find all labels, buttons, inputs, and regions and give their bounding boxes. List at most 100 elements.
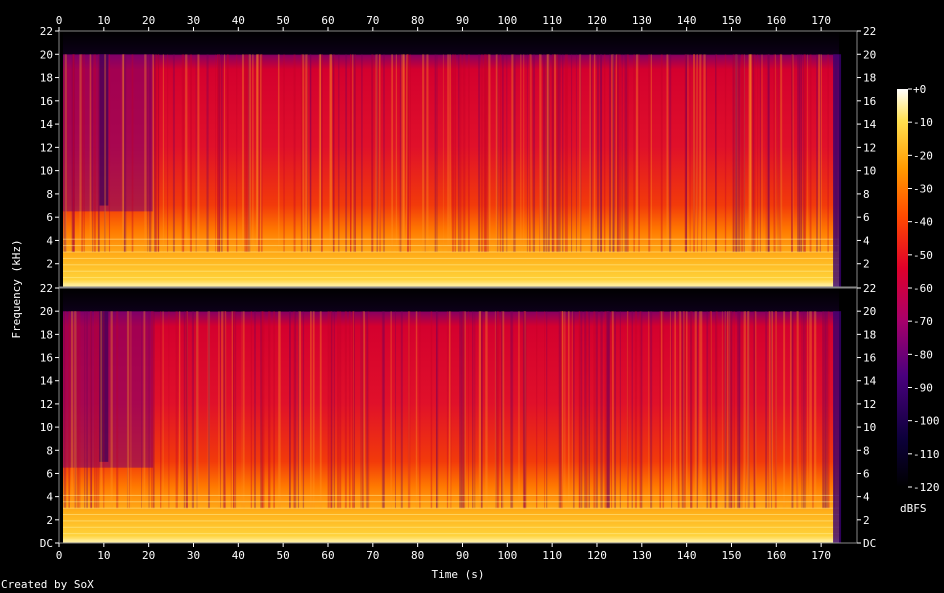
texture-stripe: [529, 54, 532, 253]
texture-stripe: [116, 311, 119, 509]
texture-stripe: [64, 54, 67, 253]
texture-stripe: [108, 54, 111, 253]
y-tick-label: 4: [46, 491, 53, 504]
texture-stripe: [77, 311, 79, 509]
texture-stripe: [539, 54, 542, 253]
x-tick-label: 60: [321, 14, 334, 27]
harmonic-line: [63, 238, 840, 240]
y-tick-label: 20: [40, 305, 53, 318]
texture-stripe: [791, 54, 793, 253]
texture-stripe: [168, 311, 170, 509]
texture-stripe: [407, 311, 411, 509]
texture-stripe: [63, 54, 66, 253]
texture-stripe: [371, 54, 373, 253]
texture-stripe: [123, 54, 127, 253]
texture-stripe: [545, 54, 548, 253]
x-tick-label: 50: [277, 549, 290, 562]
texture-stripe: [741, 311, 743, 509]
texture-stripe: [144, 54, 147, 253]
texture-stripe: [741, 54, 744, 253]
texture-stripe: [155, 54, 157, 253]
texture-stripe: [612, 54, 615, 253]
intro-dark-band: [99, 54, 109, 206]
texture-stripe: [233, 311, 234, 509]
texture-stripe: [149, 54, 152, 253]
texture-stripe: [435, 311, 437, 509]
y-tick-label: 22: [863, 282, 876, 295]
texture-stripe: [796, 311, 799, 509]
texture-stripe: [81, 54, 84, 253]
texture-stripe: [350, 54, 352, 253]
texture-stripe: [724, 311, 726, 509]
texture-stripe: [183, 311, 186, 509]
x-tick-label: 30: [187, 14, 200, 27]
harmonic-line: [63, 245, 840, 247]
texture-stripe: [319, 311, 322, 509]
texture-stripe: [524, 311, 525, 509]
texture-stripe: [501, 54, 504, 253]
colorbar-label: dBFS: [900, 502, 927, 515]
harmonic-line: [63, 514, 840, 516]
texture-stripe: [627, 54, 629, 253]
texture-stripe: [730, 311, 733, 509]
y-tick-label: 10: [40, 165, 53, 178]
spectrogram-panel-channel-1: [58, 30, 858, 288]
texture-stripe: [196, 311, 199, 509]
texture-stripe: [235, 311, 237, 509]
texture-stripe: [580, 54, 582, 253]
texture-stripe: [561, 311, 564, 509]
texture-stripe: [607, 311, 610, 509]
texture-stripe: [600, 54, 603, 253]
texture-stripe: [524, 311, 527, 509]
texture-stripe: [552, 54, 554, 253]
texture-stripe: [640, 311, 643, 509]
texture-stripe: [631, 311, 633, 509]
texture-stripe: [684, 54, 688, 253]
colorbar-tick-label: +0: [913, 83, 926, 96]
texture-stripe: [426, 54, 429, 253]
texture-stripe: [95, 311, 98, 509]
x-tick-label: 0: [56, 14, 63, 27]
texture-stripe: [330, 54, 333, 253]
texture-stripe: [561, 311, 563, 509]
texture-stripe: [289, 311, 291, 509]
y-tick-label: 18: [40, 72, 53, 85]
texture-stripe: [728, 311, 731, 509]
texture-stripe: [743, 311, 746, 509]
y-tick-label: 8: [46, 188, 53, 201]
texture-stripe: [84, 311, 86, 509]
texture-stripe: [400, 311, 403, 509]
texture-stripe: [100, 311, 103, 509]
y-tick-label: 2: [863, 258, 870, 271]
y-tick-label: 2: [863, 514, 870, 527]
texture-stripe: [744, 311, 746, 509]
texture-stripe: [254, 311, 256, 509]
texture-stripe: [402, 54, 405, 253]
x-tick-label: 160: [766, 549, 786, 562]
texture-stripe: [614, 311, 617, 509]
texture-stripe: [208, 311, 210, 509]
x-tick-label: 130: [632, 14, 652, 27]
texture-stripe: [779, 54, 782, 253]
texture-stripe: [539, 54, 541, 253]
colorbar-tick-label: -50: [913, 249, 933, 262]
colorbar-tick-label: -100: [913, 415, 940, 428]
texture-stripe: [754, 311, 756, 509]
texture-stripe: [207, 311, 211, 509]
texture-stripe: [217, 54, 218, 253]
texture-stripe: [825, 311, 827, 509]
texture-stripe: [381, 311, 385, 509]
texture-stripe: [390, 311, 392, 509]
texture-stripe: [338, 54, 340, 253]
texture-stripe: [693, 54, 695, 253]
texture-stripe: [224, 311, 226, 509]
y-tick-label: 14: [863, 375, 877, 388]
texture-stripe: [660, 311, 663, 509]
texture-stripe: [485, 311, 488, 509]
spectrogram-body: [63, 288, 840, 543]
texture-stripe: [753, 54, 756, 253]
texture-stripe: [375, 54, 378, 253]
texture-stripe: [366, 311, 369, 509]
texture-stripe: [559, 54, 561, 253]
texture-stripe: [126, 311, 130, 509]
